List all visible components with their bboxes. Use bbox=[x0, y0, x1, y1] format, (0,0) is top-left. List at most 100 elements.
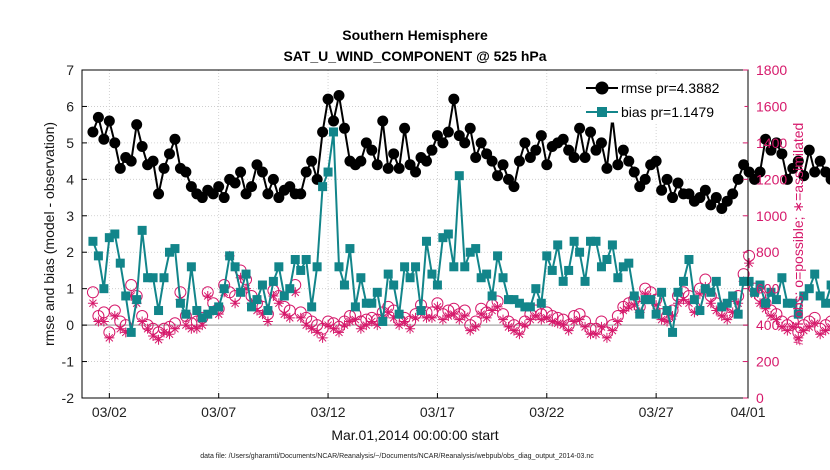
y-tick-label: 0 bbox=[66, 317, 74, 333]
bias-point bbox=[411, 262, 421, 272]
obs-assimilated-point bbox=[760, 303, 771, 314]
bias-point bbox=[771, 295, 781, 305]
obs-assimilated-point bbox=[596, 321, 607, 332]
rmse-point bbox=[256, 166, 268, 178]
bias-point bbox=[575, 247, 585, 257]
bias-point bbox=[263, 306, 273, 316]
obs-assimilated-point bbox=[487, 305, 498, 316]
obs-assimilated-point bbox=[722, 314, 733, 325]
bias-point bbox=[596, 262, 606, 272]
rmse-point bbox=[322, 93, 334, 105]
rmse-point bbox=[639, 173, 651, 185]
obs-possible-point bbox=[125, 279, 138, 292]
bias-point bbox=[181, 309, 191, 319]
bias-point bbox=[668, 327, 678, 337]
y-right-tick-label: 1000 bbox=[756, 208, 787, 224]
bias-point bbox=[186, 262, 196, 272]
bias-point bbox=[432, 280, 442, 290]
bias-point bbox=[476, 273, 486, 283]
bias-point bbox=[257, 280, 267, 290]
bias-point bbox=[279, 291, 289, 301]
bias-point bbox=[618, 262, 628, 272]
obs-assimilated-point bbox=[405, 323, 416, 334]
obs-assimilated-point bbox=[651, 300, 662, 311]
rmse-point bbox=[650, 155, 662, 167]
rmse-point bbox=[732, 173, 744, 185]
bias-point bbox=[443, 229, 453, 239]
rmse-point bbox=[568, 151, 580, 163]
obs-assimilated-point bbox=[361, 320, 372, 331]
bias-point bbox=[826, 280, 830, 290]
obs-assimilated-point bbox=[432, 301, 443, 312]
chart-title: Southern Hemisphere bbox=[342, 27, 488, 43]
rmse-point bbox=[420, 155, 432, 167]
rmse-point bbox=[98, 133, 110, 145]
obs-assimilated-point bbox=[787, 321, 798, 332]
rmse-point bbox=[382, 162, 394, 174]
rmse-point bbox=[377, 115, 389, 127]
bias-point bbox=[208, 306, 218, 316]
obs-assimilated-point bbox=[437, 314, 448, 325]
y-axis-label: rmse and bias (model - observation) bbox=[41, 122, 57, 346]
rmse-point bbox=[513, 155, 525, 167]
obs-assimilated-point bbox=[120, 327, 131, 338]
y-tick-label: -2 bbox=[62, 390, 75, 406]
obs-assimilated-point bbox=[251, 305, 262, 316]
x-axis-label: Mar.01,2014 00:00:00 start bbox=[331, 427, 498, 443]
bias-point bbox=[471, 244, 481, 254]
obs-assimilated-point bbox=[662, 316, 673, 327]
obs-assimilated-point bbox=[503, 321, 514, 332]
obs-assimilated-point bbox=[257, 309, 268, 320]
y-axis-right: 0 200 400 600 800 1000 1200 1400 1600 1800 bbox=[743, 62, 787, 406]
bias-point bbox=[137, 225, 147, 235]
rmse-point bbox=[579, 151, 591, 163]
rmse-point bbox=[508, 181, 520, 193]
bias-point bbox=[170, 244, 180, 254]
rmse-point bbox=[497, 159, 509, 171]
bias-point bbox=[646, 295, 656, 305]
obs-assimilated-point bbox=[514, 329, 525, 340]
bias-point bbox=[219, 284, 229, 294]
rmse-point bbox=[798, 170, 810, 182]
obs-possible-point bbox=[825, 315, 830, 328]
bias-point bbox=[760, 298, 770, 308]
obs-assimilated-point bbox=[328, 323, 339, 334]
obs-assimilated-point bbox=[339, 320, 350, 331]
bias-point bbox=[717, 302, 727, 312]
bias-point bbox=[88, 236, 98, 246]
rmse-point bbox=[169, 133, 181, 145]
bias-point bbox=[678, 276, 688, 286]
bias-point bbox=[821, 298, 830, 308]
bias-point bbox=[815, 291, 825, 301]
y-tick-label: 1 bbox=[66, 281, 74, 297]
bias-point bbox=[236, 287, 246, 297]
obs-assimilated-point bbox=[574, 314, 585, 325]
obs-assimilated-point bbox=[115, 323, 126, 334]
rmse-point bbox=[426, 144, 438, 156]
bias-point bbox=[115, 258, 125, 268]
rmse-point bbox=[710, 192, 722, 204]
bias-point bbox=[629, 291, 639, 301]
rmse-point bbox=[371, 159, 383, 171]
bias-point bbox=[498, 273, 508, 283]
rmse-point bbox=[809, 166, 821, 178]
bias-point bbox=[777, 273, 787, 283]
obs-assimilated-point bbox=[426, 312, 437, 323]
obs-assimilated-point bbox=[569, 316, 580, 327]
obs-assimilated-point bbox=[312, 327, 323, 338]
bias-point bbox=[580, 276, 590, 286]
bias-point bbox=[750, 287, 760, 297]
obs-assimilated-point bbox=[459, 311, 470, 321]
rmse-point bbox=[595, 137, 607, 149]
bias-point bbox=[175, 298, 185, 308]
rmse-point bbox=[699, 184, 711, 196]
bias-point bbox=[400, 262, 410, 272]
bias-point bbox=[312, 262, 322, 272]
rmse-point bbox=[656, 184, 668, 196]
bias-point bbox=[110, 229, 120, 239]
obs-assimilated-point bbox=[273, 298, 284, 309]
bias-point bbox=[104, 233, 114, 243]
obs-assimilated-point bbox=[694, 289, 705, 300]
bias-point bbox=[230, 262, 240, 272]
obs-assimilated-point bbox=[492, 301, 503, 312]
